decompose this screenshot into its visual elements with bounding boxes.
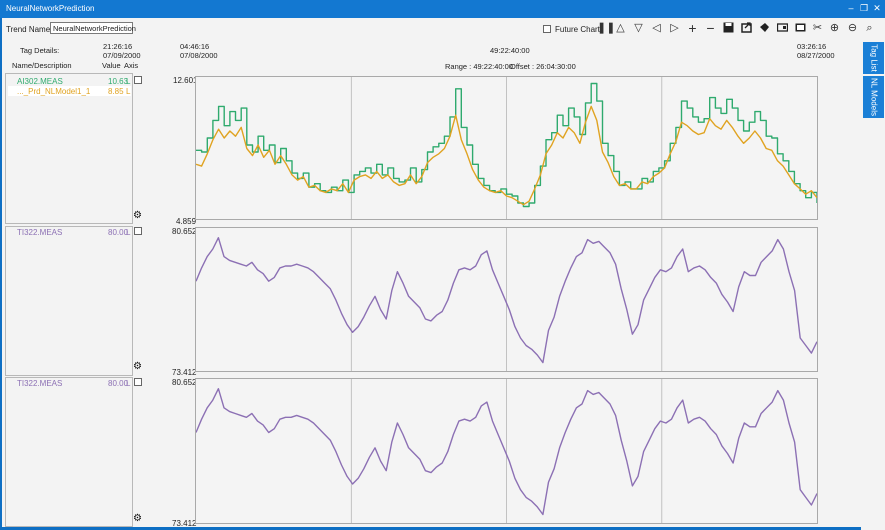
legend-panel-1 — [5, 73, 133, 224]
plus-icon[interactable]: + — [688, 20, 697, 36]
triangle-left-icon[interactable]: ◁ — [652, 22, 661, 34]
chart-settings-icon-glyph — [795, 23, 806, 32]
tab-tag-list[interactable]: Tag List — [863, 42, 884, 74]
tag-value: 10.63 — [108, 77, 129, 86]
minus-icon[interactable]: − — [706, 20, 715, 36]
tag-axis: L — [126, 77, 131, 86]
zoom-reset-icon[interactable]: ⌕ — [866, 22, 873, 34]
y-min-label: 73.412 — [172, 368, 197, 377]
close-icon[interactable]: ✕ — [873, 3, 881, 13]
y-max-label: 12.601 — [173, 76, 198, 85]
tools-icon[interactable]: ✂ — [812, 22, 823, 34]
minimize-icon[interactable]: – — [848, 3, 854, 13]
time-left-time: 21:26:16 — [103, 42, 133, 51]
pause-icon[interactable]: ❚❚ — [597, 22, 616, 34]
save-icon[interactable] — [722, 22, 735, 35]
tag-value: 8.85 — [108, 87, 124, 96]
tag-name[interactable]: TI322.MEAS — [17, 379, 63, 388]
restore-icon[interactable]: ❐ — [859, 3, 869, 13]
tab-nl-models[interactable]: NL Models — [863, 76, 884, 118]
triangle-up-icon[interactable]: △ — [616, 22, 625, 34]
y-max-label: 80.652 — [172, 227, 197, 236]
zoom-out-icon[interactable]: ⊖ — [847, 22, 858, 34]
print-icon[interactable] — [758, 22, 771, 35]
future-chart-checkbox[interactable] — [543, 25, 551, 33]
export-icon[interactable] — [740, 22, 753, 35]
time-left-date: 07/09/2000 — [103, 51, 141, 60]
tab-tag-list-label: Tag List — [869, 44, 878, 72]
tag-axis-checkbox[interactable] — [134, 76, 142, 84]
tag-axis: L — [126, 228, 131, 237]
range-text: Range : 49:22:40:00 — [445, 62, 513, 71]
series-line — [196, 237, 817, 364]
tag-name[interactable]: ..._Prd_NLModel1_1 — [17, 87, 91, 96]
zoom-in-icon[interactable]: ⊕ — [829, 22, 840, 34]
offset-text: Offset : 26:04:30:00 — [510, 62, 576, 71]
export-icon-glyph — [741, 22, 752, 33]
y-max-label: 80.652 — [172, 378, 197, 387]
legend-panel-2 — [5, 226, 133, 376]
triangle-down-icon[interactable]: ▽ — [634, 22, 643, 34]
plot-area[interactable] — [195, 76, 818, 220]
gear-icon[interactable]: ⚙ — [133, 210, 142, 221]
triangle-right-icon[interactable]: ▷ — [670, 22, 679, 34]
series-line — [196, 105, 817, 206]
axis-header: Axis — [124, 61, 139, 70]
tag-value: 80.00 — [108, 379, 129, 388]
plot-area[interactable] — [195, 378, 818, 524]
tag-value: 80.00 — [108, 228, 129, 237]
time-start-time: 04:46:16 — [180, 42, 210, 51]
tag-details-label: Tag Details: — [20, 46, 60, 55]
trend-name-input[interactable]: NeuralNetworkPrediction — [50, 22, 136, 34]
plot-area[interactable] — [195, 227, 818, 372]
image-export-icon[interactable] — [776, 22, 789, 35]
value-header: Value — [102, 61, 121, 70]
time-end-date: 08/27/2000 — [797, 51, 835, 60]
tag-axis: L — [126, 87, 131, 96]
tag-axis: L — [126, 379, 131, 388]
trend-name-label: Trend Name — [6, 25, 51, 34]
tag-name[interactable]: AI302.MEAS — [17, 77, 63, 86]
window-title: NeuralNetworkPrediction — [6, 4, 95, 13]
legend-panel-3 — [5, 377, 133, 527]
future-chart-label: Future Chart — [555, 25, 600, 34]
time-mid: 49:22:40:00 — [490, 46, 530, 55]
chart-settings-icon[interactable] — [794, 22, 807, 35]
print-icon-glyph — [760, 23, 769, 32]
tag-axis-checkbox[interactable] — [134, 227, 142, 235]
title-bar: NeuralNetworkPrediction – ❐ ✕ — [0, 0, 885, 18]
gear-icon[interactable]: ⚙ — [133, 513, 142, 524]
time-end-time: 03:26:16 — [797, 42, 827, 51]
tag-name[interactable]: TI322.MEAS — [17, 228, 63, 237]
image-export-icon-glyph — [776, 23, 789, 32]
selected-row-highlight — [8, 86, 131, 96]
save-icon-glyph — [723, 22, 734, 33]
tab-nl-models-label: NL Models — [869, 78, 878, 116]
tag-axis-checkbox[interactable] — [134, 378, 142, 386]
time-start-date: 07/08/2000 — [180, 51, 218, 60]
y-min-label: 4.859 — [176, 217, 197, 226]
name-desc-header: Name/Description — [12, 61, 72, 70]
gear-icon[interactable]: ⚙ — [133, 361, 142, 372]
series-line — [196, 388, 817, 516]
y-min-label: 73.412 — [172, 519, 197, 528]
